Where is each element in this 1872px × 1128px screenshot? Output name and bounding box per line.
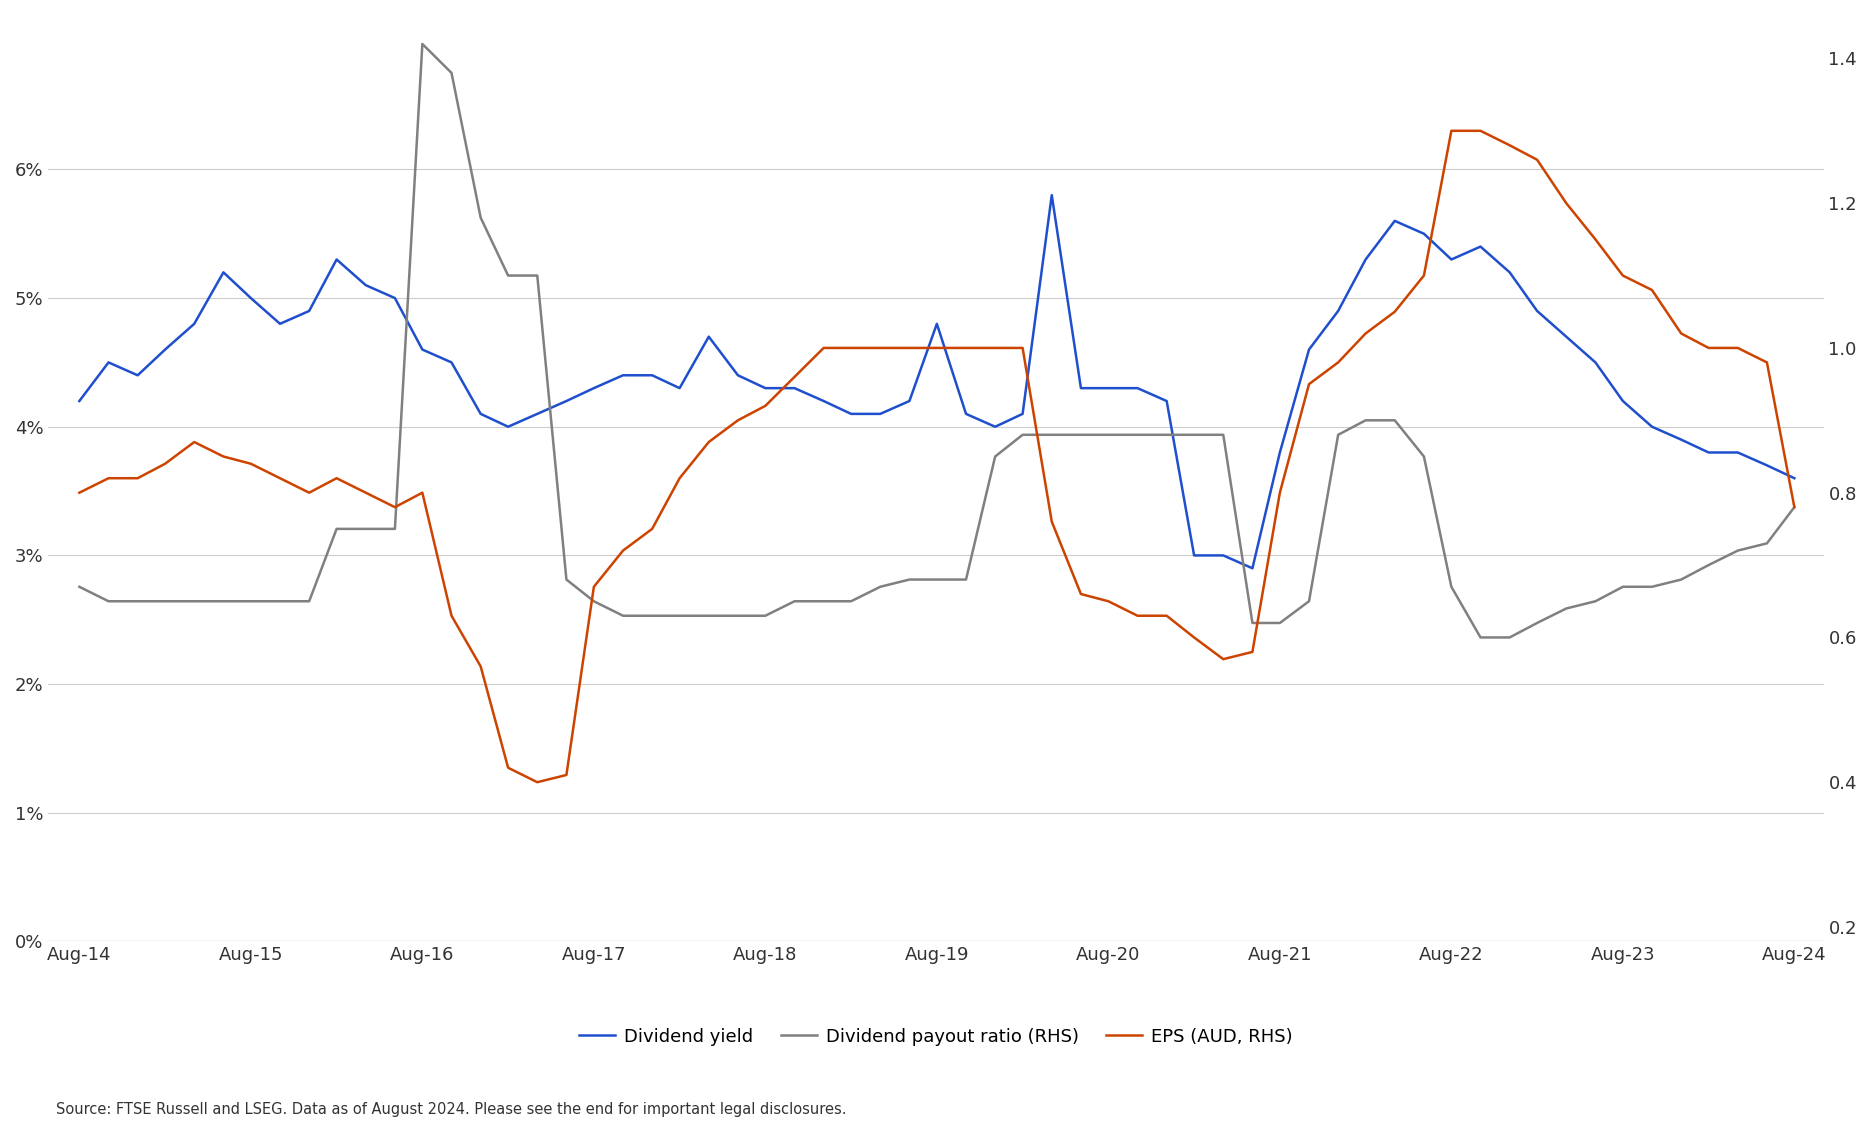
Text: Source: FTSE Russell and LSEG. Data as of August 2024. Please see the end for im: Source: FTSE Russell and LSEG. Data as o… bbox=[56, 1102, 846, 1117]
Legend: Dividend yield, Dividend payout ratio (RHS), EPS (AUD, RHS): Dividend yield, Dividend payout ratio (R… bbox=[573, 1021, 1299, 1052]
